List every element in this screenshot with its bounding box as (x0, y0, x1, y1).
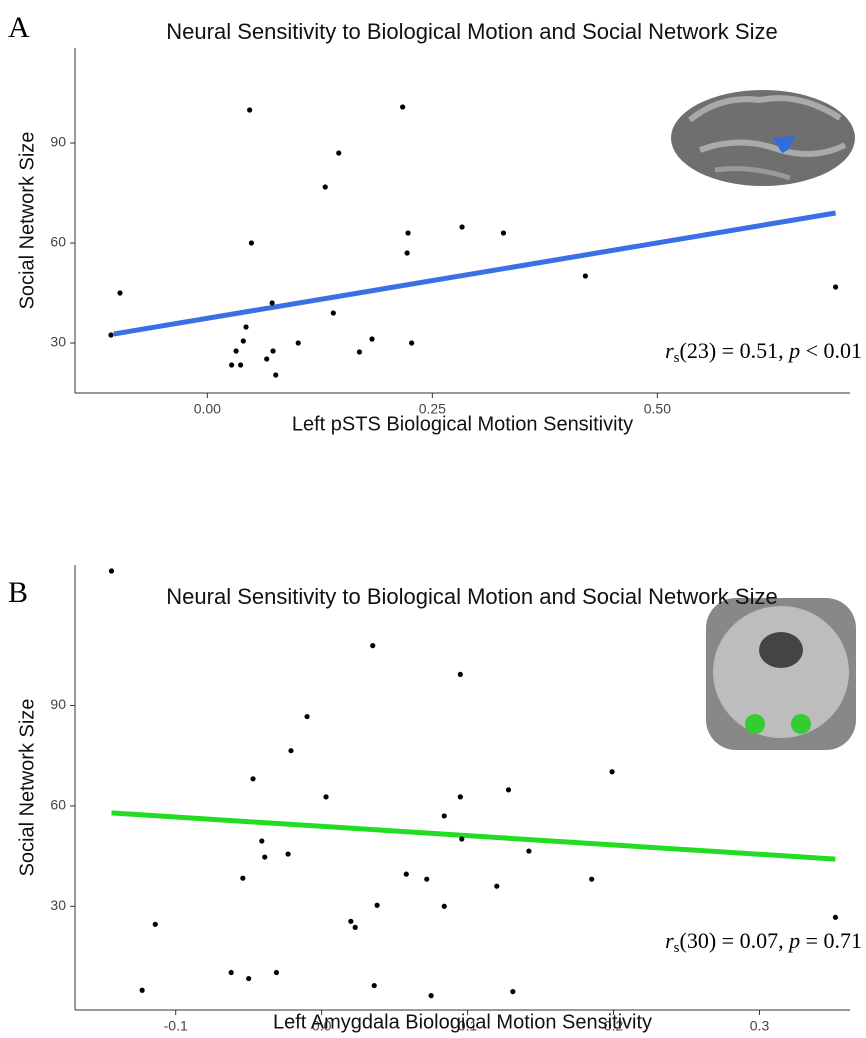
x-tick-label: 0.00 (194, 401, 221, 417)
point (336, 150, 341, 155)
point (370, 643, 375, 648)
point (270, 300, 275, 305)
brain-coronal-icon (706, 598, 856, 750)
point (229, 970, 234, 975)
point (510, 989, 515, 994)
figure: A Neural Sensitivity to Biological Motion… (0, 0, 866, 1038)
point (353, 925, 358, 930)
point (331, 310, 336, 315)
stats-annotation: rs(23) = 0.51, p < 0.01 (665, 338, 862, 366)
fit-line (111, 813, 835, 859)
point (241, 338, 246, 343)
point (405, 230, 410, 235)
panel-label: B (8, 576, 28, 609)
point (459, 836, 464, 841)
y-tick-label: 30 (50, 334, 66, 350)
point (108, 332, 113, 337)
annotation-part: < 0.01 (800, 338, 862, 363)
point (270, 348, 275, 353)
point (274, 970, 279, 975)
point (526, 848, 531, 853)
point (234, 348, 239, 353)
brain-lateral-icon (671, 90, 855, 186)
annotation-part: = 0.71 (800, 928, 862, 953)
point (140, 988, 145, 993)
point (583, 273, 588, 278)
point (369, 336, 374, 341)
point (264, 356, 269, 361)
point (404, 872, 409, 877)
point (375, 903, 380, 908)
chart-title: Neural Sensitivity to Biological Motion … (166, 584, 777, 609)
point (238, 362, 243, 367)
point (833, 284, 838, 289)
x-tick-label: 0.50 (644, 401, 671, 417)
y-tick-label: 60 (50, 797, 66, 813)
x-tick-label: 0.3 (750, 1018, 770, 1034)
point (458, 794, 463, 799)
y-tick-label: 30 (50, 897, 66, 913)
page: A Neural Sensitivity to Biological Motion… (0, 0, 866, 1038)
y-axis-label: Social Network Size (16, 699, 38, 877)
y-tick-label: 90 (50, 134, 66, 150)
point (609, 769, 614, 774)
point (153, 922, 158, 927)
point (833, 915, 838, 920)
point (501, 230, 506, 235)
point (243, 324, 248, 329)
point (296, 340, 301, 345)
point (442, 813, 447, 818)
point (405, 250, 410, 255)
point (288, 748, 293, 753)
point (459, 224, 464, 229)
point (323, 794, 328, 799)
point (246, 976, 251, 981)
point (240, 876, 245, 881)
point (442, 904, 447, 909)
point (247, 107, 252, 112)
point (229, 362, 234, 367)
point (494, 884, 499, 889)
fit-line (114, 213, 836, 334)
point (323, 184, 328, 189)
point (458, 672, 463, 677)
point (429, 993, 434, 998)
point (249, 240, 254, 245)
point (424, 877, 429, 882)
x-axis-label: Left Amygdala Biological Motion Sensitiv… (273, 1011, 652, 1033)
point (409, 340, 414, 345)
point (285, 851, 290, 856)
point (304, 714, 309, 719)
point (109, 568, 114, 573)
point (273, 372, 278, 377)
point (372, 983, 377, 988)
point (357, 349, 362, 354)
point (589, 877, 594, 882)
chart-title: Neural Sensitivity to Biological Motion … (166, 19, 777, 44)
panel-label: A (8, 11, 30, 44)
y-axis-label: Social Network Size (16, 132, 38, 310)
point (400, 104, 405, 109)
y-tick-label: 60 (50, 234, 66, 250)
point (262, 854, 267, 859)
point (506, 787, 511, 792)
point (117, 290, 122, 295)
x-axis-label: Left pSTS Biological Motion Sensitivity (292, 413, 633, 435)
annotation-part: (23) = 0.51, (680, 338, 790, 363)
stats-annotation: rs(30) = 0.07, p = 0.71 (665, 928, 862, 956)
point (259, 838, 264, 843)
y-tick-label: 90 (50, 696, 66, 712)
point (250, 776, 255, 781)
x-tick-label: -0.1 (164, 1018, 188, 1034)
annotation-part: p (787, 928, 800, 953)
annotation-part: (30) = 0.07, (680, 928, 790, 953)
point (348, 919, 353, 924)
panel: A Neural Sensitivity to Biological Motion… (8, 11, 862, 435)
annotation-part: p (787, 338, 800, 363)
